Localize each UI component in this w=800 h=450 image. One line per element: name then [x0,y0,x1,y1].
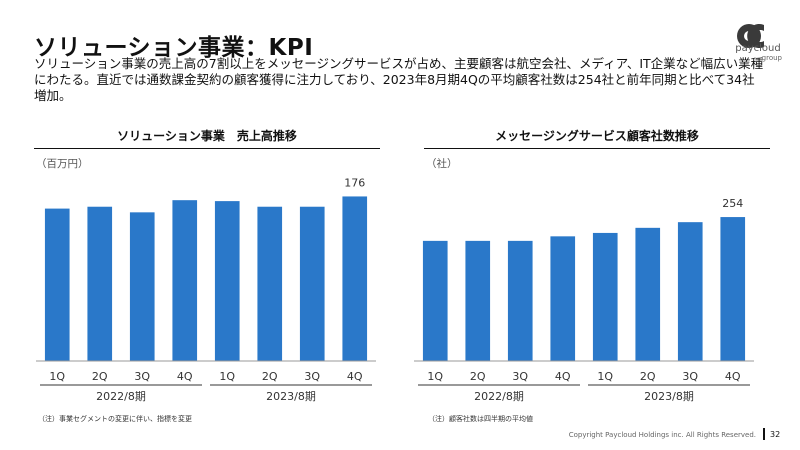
page-title: ソリューション事業：KPI [34,35,314,61]
left-bar-6 [299,206,325,361]
left-tick-label-4: 1Q [219,370,235,383]
right-tick-label-5: 2Q [640,370,656,383]
left-tick-label-6: 3Q [304,370,320,383]
logo-sub-text: group [761,54,782,62]
left-tick-label-0: 1Q [49,370,65,383]
page-number: 32 [770,430,781,439]
left-group-label-0: 2022/8期 [96,390,146,403]
right-tick-label-7: 4Q [725,370,741,383]
right-tick-label-1: 2Q [470,370,486,383]
left-bar-5 [257,206,283,361]
right-group-label-1: 2023/8期 [644,390,694,403]
left-bar-4 [214,201,240,361]
left-tick-label-1: 2Q [92,370,108,383]
right-chart-title: メッセージングサービス顧客社数推移 [424,128,770,149]
right-chart-note: （注）顧客社数は四半期の平均値 [428,415,533,423]
right-bar-4 [592,232,618,361]
right-chart-unit: （社） [426,158,458,170]
left-bar-3 [172,200,198,361]
left-chart-note: （注）事業セグメントの変更に伴い、指標を変更 [38,415,192,423]
right-bar-2 [507,240,533,361]
left-bar-2 [129,212,155,361]
right-bar-1 [465,240,491,361]
logo-text: paycloud [735,43,781,54]
right-data-label-7: 254 [722,197,743,210]
right-bar-5 [635,227,661,361]
right-group-label-0: 2022/8期 [474,390,524,403]
right-bar-0 [422,240,448,361]
right-tick-label-6: 3Q [682,370,698,383]
left-tick-label-7: 4Q [347,370,363,383]
right-bar-3 [550,236,576,361]
left-tick-label-3: 4Q [177,370,193,383]
left-bar-1 [87,206,113,361]
left-group-label-1: 2023/8期 [266,390,316,403]
left-chart-title: ソリューション事業 売上高推移 [34,128,380,149]
lead-paragraph: ソリューション事業の売上高の7割以上をメッセージングサービスが占め、主要顧客は航… [34,56,764,103]
left-chart-unit: （百万円） [36,158,89,170]
left-bar-7 [342,196,368,361]
right-bar-6 [677,222,703,361]
right-bar-7 [720,217,746,361]
page-number-divider [763,428,765,440]
left-data-label-7: 176 [344,176,365,189]
right-tick-label-0: 1Q [427,370,443,383]
right-tick-label-4: 1Q [597,370,613,383]
right-tick-label-2: 3Q [512,370,528,383]
copyright-text: Copyright Paycloud Holdings inc. All Rig… [568,431,756,439]
right-tick-label-3: 4Q [555,370,571,383]
left-tick-label-5: 2Q [262,370,278,383]
left-bar-0 [44,208,70,361]
paycloud-logo-icon [737,24,764,49]
left-tick-label-2: 3Q [134,370,150,383]
